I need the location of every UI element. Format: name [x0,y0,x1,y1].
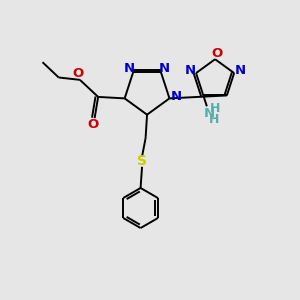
Text: O: O [73,68,84,80]
Text: N: N [235,64,246,77]
Text: S: S [137,154,147,168]
Text: N: N [159,62,170,75]
Text: N: N [170,90,182,104]
Text: N: N [204,107,215,121]
Text: H: H [209,113,219,126]
Text: N: N [124,62,135,75]
Text: O: O [88,118,99,130]
Text: O: O [211,47,222,60]
Text: H: H [210,102,220,115]
Text: N: N [184,64,196,77]
